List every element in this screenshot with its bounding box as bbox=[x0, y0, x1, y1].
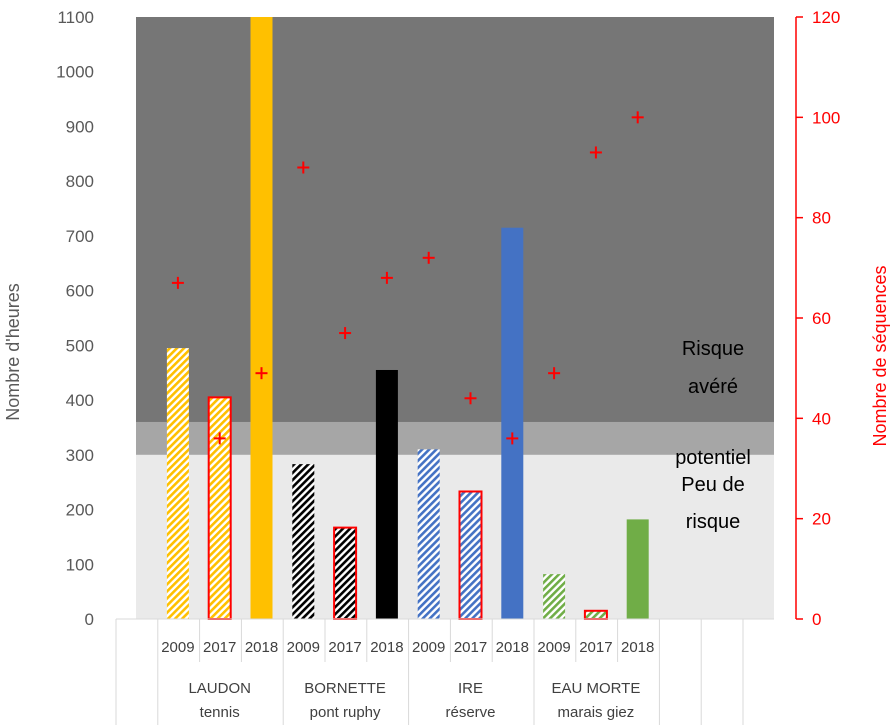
bar-eau-morte-2017 bbox=[583, 609, 608, 620]
y-tick-label: 800 bbox=[66, 172, 94, 191]
x-year-label: 2017 bbox=[328, 639, 361, 656]
bar-laudon-2018 bbox=[250, 17, 273, 619]
y-axis-title: Nombre d'heures bbox=[3, 283, 23, 421]
zone-risque-av-r- bbox=[116, 17, 774, 422]
sequence-markers bbox=[171, 111, 644, 445]
x-axis-labels: 2009 2017 2018 LAUDON tennis 2009 2017 2018 BORN… bbox=[115, 619, 744, 725]
zone-label: Peu de bbox=[681, 474, 744, 496]
bar-bornette-2009 bbox=[292, 464, 315, 619]
bar-bornette-2017 bbox=[333, 526, 358, 621]
x-group-label: BORNETTE bbox=[304, 680, 386, 697]
y2-tick-label: 40 bbox=[812, 409, 831, 428]
sequence-marker bbox=[213, 432, 226, 445]
sequence-marker bbox=[506, 432, 519, 445]
y-tick-label: 600 bbox=[66, 282, 94, 301]
x-group-sublabel: marais giez bbox=[558, 704, 635, 721]
x-year-label: 2009 bbox=[161, 639, 194, 656]
x-group-sublabel: réserve bbox=[445, 704, 495, 721]
bar-eau-morte-2009 bbox=[543, 574, 566, 619]
y2-tick-label: 60 bbox=[812, 309, 831, 328]
bars bbox=[166, 17, 649, 621]
y2-axis-title: Nombre de séquences bbox=[870, 265, 890, 446]
y-tick-label: 1100 bbox=[57, 8, 94, 27]
sequence-marker bbox=[297, 161, 310, 174]
y2-tick-label: 0 bbox=[812, 610, 821, 629]
x-year-label: 2018 bbox=[245, 639, 278, 656]
bar-laudon-2017 bbox=[207, 396, 232, 621]
x-year-label: 2018 bbox=[496, 639, 529, 656]
x-group-label: EAU MORTE bbox=[551, 680, 640, 697]
sequence-marker bbox=[422, 251, 435, 264]
x-group-sublabel: pont ruphy bbox=[310, 704, 381, 721]
x-year-label: 2017 bbox=[203, 639, 236, 656]
bar-ire-2018 bbox=[501, 227, 524, 619]
x-year-label: 2009 bbox=[412, 639, 445, 656]
sequence-marker bbox=[548, 367, 561, 380]
sequence-marker bbox=[631, 111, 644, 124]
axes: 0 100 200 300 400 500 600 700 800 900 1000 1100 0 20 4… bbox=[56, 8, 840, 629]
y2-tick-label: 100 bbox=[812, 108, 840, 127]
y2-tick-label: 80 bbox=[812, 209, 831, 228]
y-tick-label: 200 bbox=[66, 501, 94, 520]
y-tick-label: 300 bbox=[66, 446, 94, 465]
zone-label: risque bbox=[686, 511, 740, 533]
sequence-marker bbox=[589, 146, 602, 159]
x-year-label: 2017 bbox=[454, 639, 487, 656]
x-year-label: 2009 bbox=[287, 639, 320, 656]
zone-label: potentiel bbox=[675, 447, 751, 469]
bar-ire-2009 bbox=[417, 449, 440, 619]
y2-tick-label: 20 bbox=[812, 510, 831, 529]
zone-label: avéré bbox=[688, 376, 738, 398]
y-tick-label: 0 bbox=[85, 610, 94, 629]
sequence-marker bbox=[255, 367, 268, 380]
y-tick-label: 1000 bbox=[56, 63, 94, 82]
y-tick-label: 100 bbox=[66, 555, 94, 574]
x-group-sublabel: tennis bbox=[200, 704, 240, 721]
y-tick-label: 400 bbox=[66, 391, 94, 410]
bar-laudon-2009 bbox=[166, 348, 189, 619]
bar-ire-2017 bbox=[458, 490, 483, 620]
plot-left-gap bbox=[116, 17, 136, 619]
sequence-marker bbox=[171, 276, 184, 289]
y-tick-label: 900 bbox=[66, 117, 94, 136]
risk-zones bbox=[116, 17, 774, 619]
y-tick-label: 500 bbox=[66, 336, 94, 355]
x-year-label: 2017 bbox=[579, 639, 612, 656]
x-group-label: IRE bbox=[458, 680, 483, 697]
sequence-marker bbox=[339, 327, 352, 340]
sequence-marker bbox=[464, 392, 477, 405]
bar-bornette-2018 bbox=[375, 369, 398, 619]
risk-zone-labels: Peu de risque potentiel Risque avéré bbox=[675, 338, 751, 533]
x-group-label: LAUDON bbox=[188, 680, 251, 697]
x-year-label: 2018 bbox=[370, 639, 403, 656]
x-year-label: 2018 bbox=[621, 639, 654, 656]
sequence-marker bbox=[380, 271, 393, 284]
zone-label: Risque bbox=[682, 338, 744, 360]
bar-eau-morte-2018 bbox=[626, 519, 649, 619]
y-tick-label: 700 bbox=[66, 227, 94, 246]
x-year-label: 2009 bbox=[537, 639, 570, 656]
y2-tick-label: 120 bbox=[812, 8, 840, 27]
